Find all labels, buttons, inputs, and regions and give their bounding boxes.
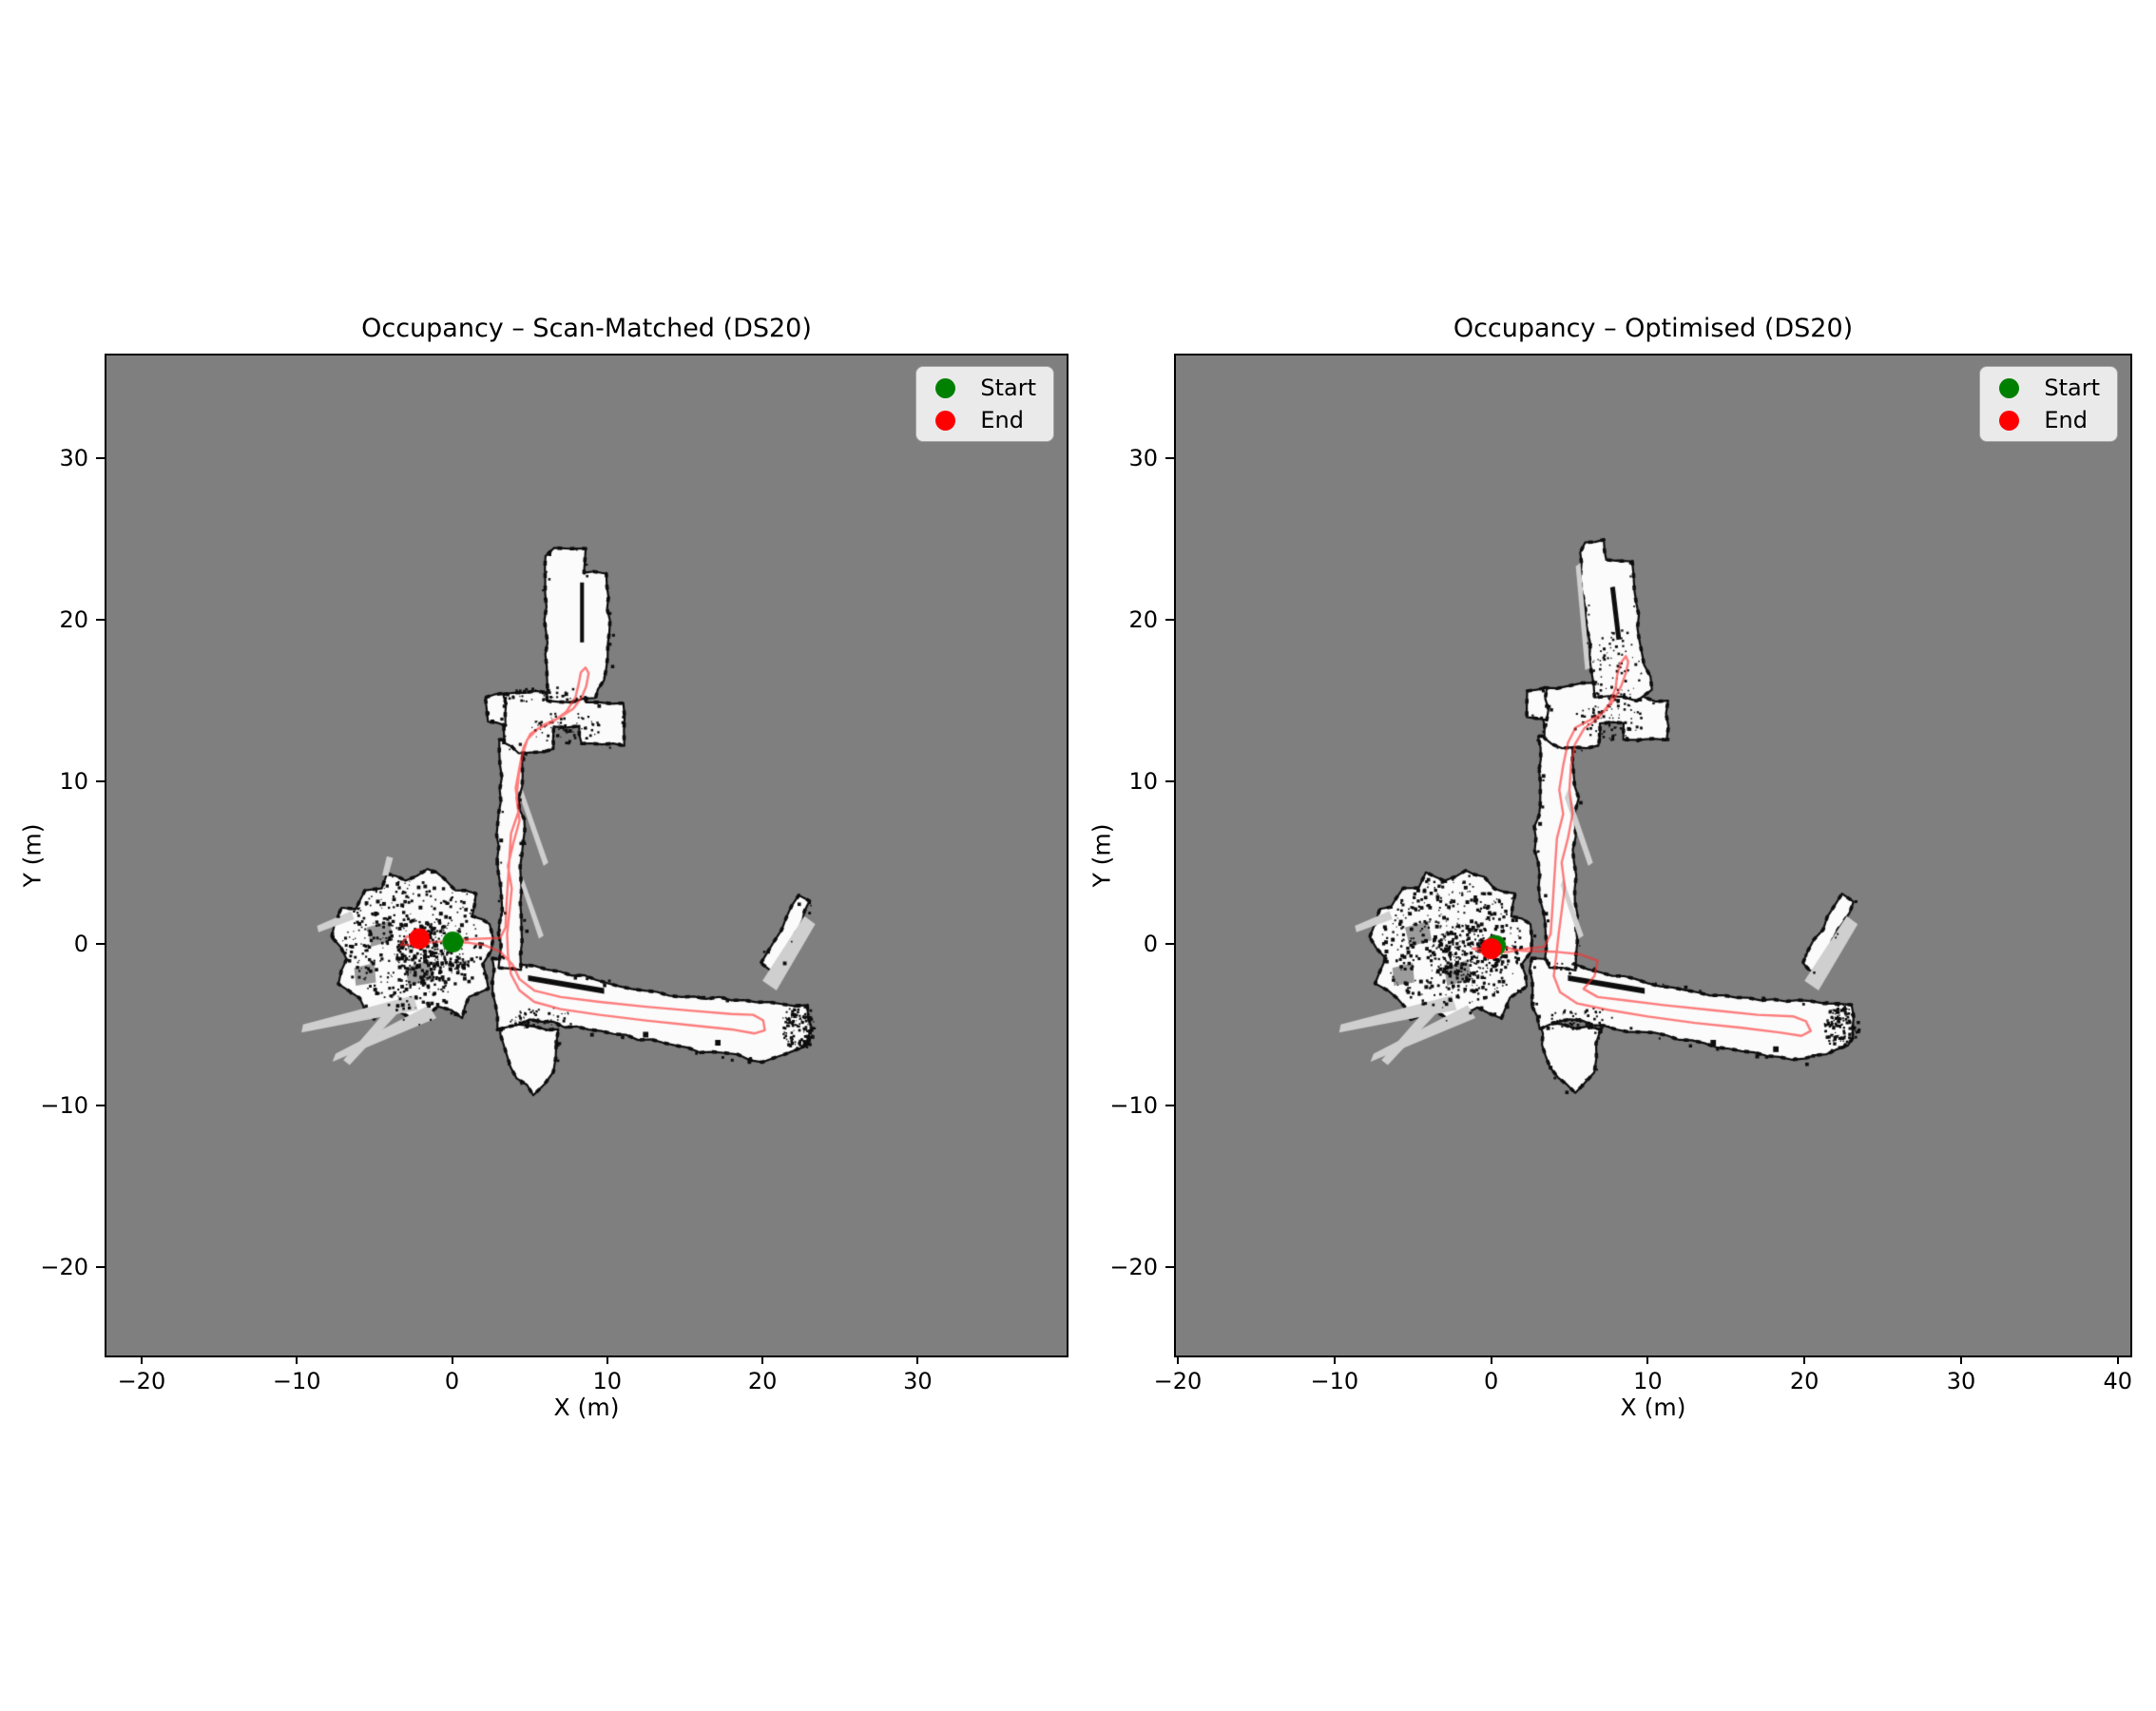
y-tick-mark — [96, 1266, 105, 1269]
y-tick-label: 10 — [59, 768, 88, 796]
y-tick-mark — [96, 618, 105, 621]
panel-title: Occupancy – Optimised (DS20) — [1453, 314, 1854, 343]
x-tick-label: 0 — [1483, 1368, 1499, 1394]
x-tick-mark — [761, 1355, 764, 1364]
y-axis-label: Y (m) — [1088, 823, 1116, 888]
legend: Start End — [1979, 366, 2118, 442]
panel-title: Occupancy – Scan-Matched (DS20) — [361, 314, 812, 343]
x-tick-mark — [916, 1355, 919, 1364]
y-tick-label: 0 — [73, 930, 88, 957]
y-tick-label: 10 — [1128, 768, 1158, 796]
x-tick-mark — [1960, 1355, 1962, 1364]
legend-item-end: End — [1990, 406, 2100, 434]
y-tick-label: −20 — [40, 1254, 88, 1281]
x-tick-label: 10 — [592, 1368, 623, 1394]
y-tick-mark — [1165, 780, 1174, 783]
y-tick-mark — [1165, 618, 1174, 621]
x-tick-label: −20 — [1153, 1368, 1203, 1394]
y-tick-mark — [96, 942, 105, 945]
x-tick-label: −10 — [1310, 1368, 1359, 1394]
map-canvas — [1176, 356, 2130, 1355]
x-tick-mark — [1646, 1355, 1649, 1364]
y-tick-label: 20 — [1128, 606, 1158, 633]
y-tick-label: 30 — [59, 444, 88, 471]
x-tick-mark — [140, 1355, 143, 1364]
y-tick-label: −20 — [1109, 1254, 1158, 1281]
x-tick-label: −10 — [272, 1368, 321, 1394]
y-tick-label: −10 — [40, 1092, 88, 1119]
legend-label-start: Start — [2044, 375, 2100, 401]
x-tick-label: 10 — [1633, 1368, 1663, 1394]
y-tick-mark — [96, 456, 105, 459]
x-tick-mark — [296, 1355, 298, 1364]
x-tick-mark — [451, 1355, 453, 1364]
y-tick-mark — [1165, 456, 1174, 459]
x-tick-label: 20 — [747, 1368, 778, 1394]
map-canvas — [106, 356, 1067, 1355]
y-tick-label: −10 — [1109, 1092, 1158, 1119]
y-tick-mark — [1165, 942, 1174, 945]
legend: Start End — [915, 366, 1054, 442]
legend-item-start: Start — [926, 374, 1036, 402]
start-marker-icon — [935, 377, 956, 398]
plot-area-optimised: Start End — [1174, 354, 2132, 1357]
y-tick-label: 30 — [1128, 444, 1158, 471]
x-tick-mark — [1333, 1355, 1336, 1364]
end-marker-icon — [1999, 410, 2020, 431]
end-marker-icon — [935, 410, 956, 431]
legend-item-start: Start — [1990, 374, 2100, 402]
x-tick-mark — [2116, 1355, 2119, 1364]
x-tick-label: 0 — [444, 1368, 460, 1394]
start-marker-icon — [1999, 377, 2020, 398]
x-axis-label: X (m) — [1620, 1394, 1686, 1421]
y-tick-mark — [1165, 1266, 1174, 1269]
x-tick-label: 40 — [2103, 1368, 2133, 1394]
x-tick-label: 30 — [1946, 1368, 1976, 1394]
x-tick-mark — [606, 1355, 608, 1364]
y-tick-label: 0 — [1143, 930, 1158, 957]
plot-area-scan-matched: Start End — [105, 354, 1068, 1357]
y-tick-mark — [96, 1105, 105, 1106]
x-tick-label: 20 — [1789, 1368, 1819, 1394]
y-tick-label: 20 — [59, 606, 88, 633]
x-tick-label: 30 — [903, 1368, 933, 1394]
x-tick-mark — [1176, 1355, 1179, 1364]
x-axis-label: X (m) — [553, 1394, 620, 1421]
x-tick-mark — [1490, 1355, 1492, 1364]
legend-label-start: Start — [980, 375, 1036, 401]
legend-item-end: End — [926, 406, 1036, 434]
x-tick-mark — [1803, 1355, 1806, 1364]
x-tick-label: −20 — [117, 1368, 166, 1394]
legend-label-end: End — [2044, 407, 2088, 433]
y-tick-mark — [96, 780, 105, 783]
y-tick-mark — [1165, 1105, 1174, 1106]
legend-label-end: End — [980, 407, 1024, 433]
